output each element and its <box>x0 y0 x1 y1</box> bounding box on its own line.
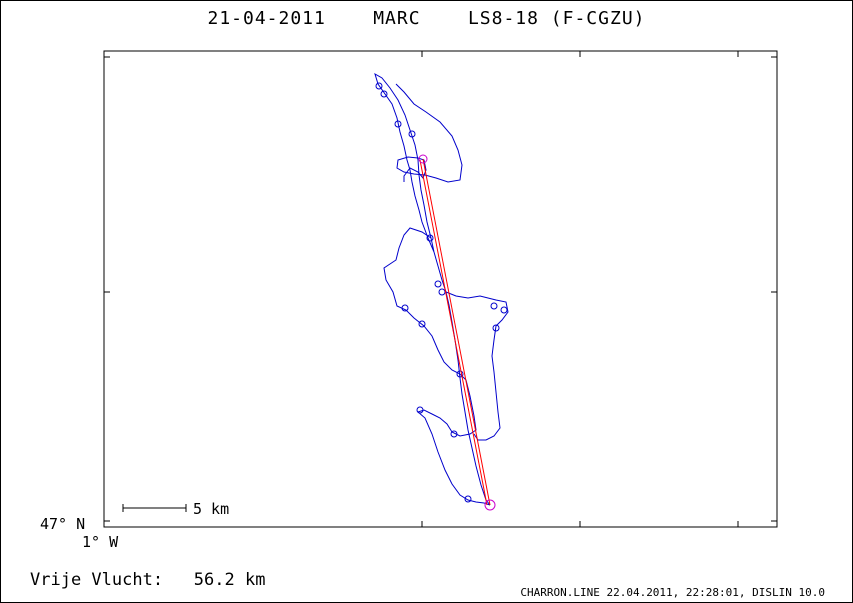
distance-value: 56.2 km <box>193 570 266 590</box>
thermal-circle <box>464 495 472 503</box>
start-turnpoint-circle <box>484 499 496 511</box>
task-lines <box>419 158 491 506</box>
task-leg-1 <box>422 158 491 506</box>
thermal-circle <box>450 430 458 438</box>
thermal-circles <box>375 82 508 503</box>
latitude-label: 47° N <box>40 515 86 533</box>
thermal-circle <box>438 288 446 296</box>
thermal-circle <box>416 406 424 414</box>
distance-readout: Vrije Vlucht: 56.2 km <box>30 570 265 590</box>
title-pilot: MARC <box>373 8 421 29</box>
thermal-circle <box>408 130 416 138</box>
thermal-circle <box>434 280 442 288</box>
software-info: CHARRON.LINE 22.04.2011, 22:28:01, DISLI… <box>520 586 825 599</box>
thermal-circle <box>426 234 434 242</box>
thermal-circle <box>492 324 500 332</box>
scale-bar-label: 5 km <box>193 500 230 518</box>
thermal-circle <box>401 304 409 312</box>
flight-track <box>374 72 491 506</box>
thermal-circle <box>418 320 426 328</box>
turnpoints <box>418 154 496 511</box>
title-glider: LS8-18 (F-CGZU) <box>467 8 646 29</box>
turnpoint-circle <box>418 154 428 164</box>
axis-ticks <box>104 51 777 527</box>
longitude-label: 1° W <box>82 533 119 551</box>
thermal-circle <box>490 302 498 310</box>
title-date: 21-04-2011 <box>207 8 326 29</box>
thermal-circle <box>375 82 383 90</box>
task-leg-2 <box>419 159 488 506</box>
distance-label: Vrije Vlucht: <box>30 570 164 590</box>
scale-bar <box>122 504 187 512</box>
flight-track-west-loop <box>383 227 491 506</box>
thermal-circle <box>394 120 402 128</box>
map-border <box>103 50 778 528</box>
flight-track-loop-north <box>395 83 463 183</box>
page-title: 21-04-2011 MARC LS8-18 (F-CGZU) <box>0 8 853 29</box>
flight-track-east-loop <box>445 291 509 441</box>
thermal-circle <box>380 90 388 98</box>
thermal-circle <box>500 306 508 314</box>
thermal-circle <box>456 370 464 378</box>
